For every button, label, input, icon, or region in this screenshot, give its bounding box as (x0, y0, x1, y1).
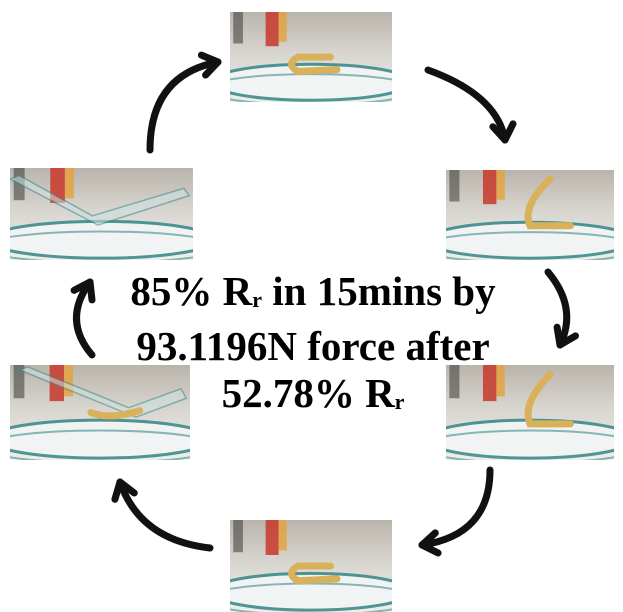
caption-line-1: 85% Rr in 15mins by (130, 268, 496, 314)
photo-upper-right-opening (446, 170, 614, 260)
photo-top-recovered-u (230, 12, 392, 102)
photo-lower-right-open (446, 365, 614, 460)
photo-bottom-deformed-u (230, 520, 392, 612)
caption: 85% Rr in 15mins by 93.1196N force after… (118, 268, 508, 425)
arrow-bottom-right (418, 466, 494, 557)
photo-upper-left-flattened (10, 168, 193, 260)
caption-line-3: 52.78% Rr (221, 370, 405, 416)
arrow-top-left (146, 51, 222, 154)
arrow-left (70, 278, 96, 359)
arrow-bottom-left (111, 478, 214, 552)
arrow-right (544, 268, 579, 349)
arrow-top-right (424, 66, 517, 144)
caption-line-2: 93.1196N force after (136, 323, 490, 369)
photo-lower-left-pressing (10, 365, 190, 460)
